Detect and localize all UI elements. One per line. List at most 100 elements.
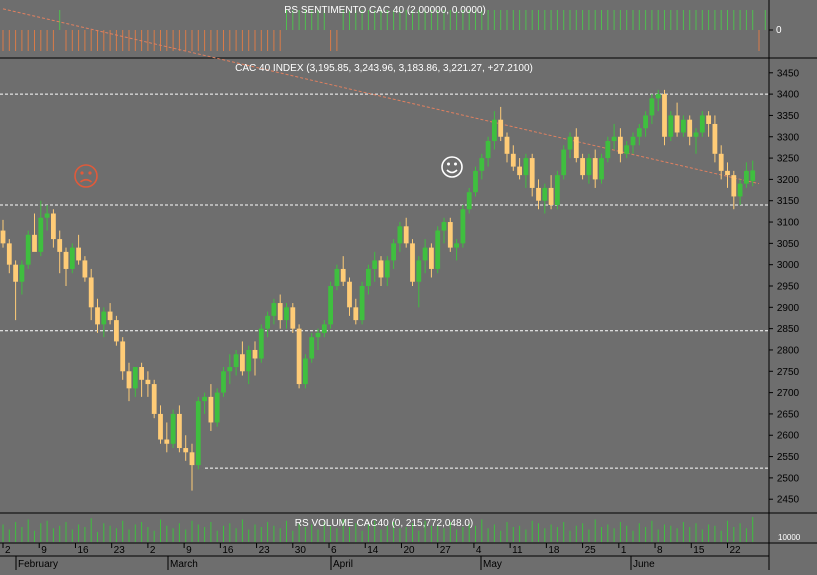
candle-body [240, 354, 245, 372]
price-tick-label: 3250 [777, 154, 800, 165]
candle-body [649, 98, 655, 116]
candle-body [687, 119, 693, 137]
month-label: February [18, 559, 58, 570]
candle-body [523, 158, 529, 176]
candle-body [706, 115, 711, 124]
candle-body [731, 175, 737, 197]
date-tick-label: 22 [730, 545, 742, 556]
candle-body [605, 141, 611, 159]
date-tick-label: 8 [657, 545, 663, 556]
candle-body [504, 136, 510, 154]
candle-body [561, 149, 567, 176]
candle-body [284, 307, 289, 321]
price-tick-label: 2500 [777, 473, 800, 484]
candle-body [422, 247, 428, 261]
candle-body [681, 119, 686, 133]
candle-body [391, 243, 396, 261]
candle-body [447, 222, 453, 248]
price-panel-title: CAC 40 INDEX (3,195.85, 3,243.96, 3,183.… [235, 63, 533, 74]
candle-body [57, 239, 63, 252]
candle-body [158, 413, 163, 440]
candle-body [712, 123, 718, 154]
candle-body [662, 94, 667, 137]
candle-body [208, 396, 214, 423]
price-tick-label: 3000 [777, 260, 800, 271]
candle-body [416, 260, 422, 282]
candle-body [25, 234, 31, 265]
candle-body [460, 209, 466, 244]
month-label: April [333, 559, 353, 570]
candle-body [555, 175, 560, 205]
price-tick-label: 3350 [777, 111, 800, 122]
candle-body [107, 311, 113, 321]
date-tick-label: 9 [41, 545, 47, 556]
candle-body [126, 371, 132, 389]
candle-body [580, 158, 585, 176]
candle-body [233, 354, 239, 368]
candle-body [63, 251, 69, 269]
date-tick-label: 9 [186, 545, 192, 556]
time-axis: 2 9 16 23 2 9 16 23 30 6 14 20 27 4 11 18 25 1 8 15 22Februa… [2, 543, 742, 570]
candle-body [170, 413, 176, 444]
candle-body [492, 119, 497, 142]
candle-body [214, 392, 220, 423]
candle-body [473, 170, 478, 193]
price-tick-label: 3300 [777, 132, 800, 143]
candle-body [372, 260, 378, 269]
sentiment-panel-title: RS SENTIMENTO CAC 40 (2.00000, 0.0000) [284, 5, 486, 16]
price-tick-label: 2600 [777, 431, 800, 442]
candle-body [479, 158, 485, 171]
candle-body [183, 448, 189, 453]
candle-body [246, 349, 252, 372]
price-tick-label: 2750 [777, 367, 800, 378]
candle-body [718, 153, 724, 171]
candle-body [177, 413, 182, 449]
candle-body [618, 136, 623, 154]
candle-body [517, 166, 522, 176]
candle-body [69, 247, 75, 269]
candle-body [435, 230, 441, 269]
candle-body [32, 234, 37, 252]
candle-body [309, 337, 315, 359]
candle-body [0, 230, 6, 244]
date-tick-label: 16 [222, 545, 234, 556]
date-tick-label: 20 [403, 545, 415, 556]
candle-body [38, 217, 44, 252]
candle-body [466, 192, 472, 210]
price-tick-label: 3050 [777, 239, 800, 250]
candle-body [315, 332, 321, 338]
month-label: June [633, 559, 655, 570]
candle-body [674, 115, 680, 133]
candle-body [599, 158, 604, 180]
candle-body [296, 328, 302, 385]
candle-body [397, 226, 403, 244]
candle-body [403, 226, 409, 244]
candle-body [693, 132, 699, 137]
candle-body [258, 328, 264, 359]
candle-body [151, 384, 157, 414]
date-tick-label: 14 [367, 545, 379, 556]
candle-body [548, 187, 554, 205]
date-tick-label: 18 [548, 545, 560, 556]
volume-panel [2, 517, 754, 542]
candle-body [132, 367, 138, 389]
date-tick-label: 16 [77, 545, 89, 556]
candle-body [410, 243, 415, 282]
volume-tick-label: 10000 [778, 533, 801, 542]
volume-panel-title: RS VOLUME CAC40 (0, 215,772,048.0) [295, 518, 473, 529]
price-tick-label: 3150 [777, 196, 800, 207]
candle-body [227, 367, 233, 372]
price-tick-label: 3450 [777, 68, 800, 79]
price-tick-label: 2700 [777, 388, 800, 399]
candle-body [359, 286, 365, 321]
candle-body [76, 247, 81, 261]
price-tick-label: 2900 [777, 303, 800, 314]
candle-body [252, 349, 258, 359]
candle-body [366, 268, 371, 286]
price-tick-label: 2450 [777, 495, 800, 506]
date-tick-label: 2 [150, 545, 156, 556]
price-tick-label: 2950 [777, 282, 800, 293]
date-tick-label: 4 [476, 545, 482, 556]
candle-body [82, 260, 88, 278]
